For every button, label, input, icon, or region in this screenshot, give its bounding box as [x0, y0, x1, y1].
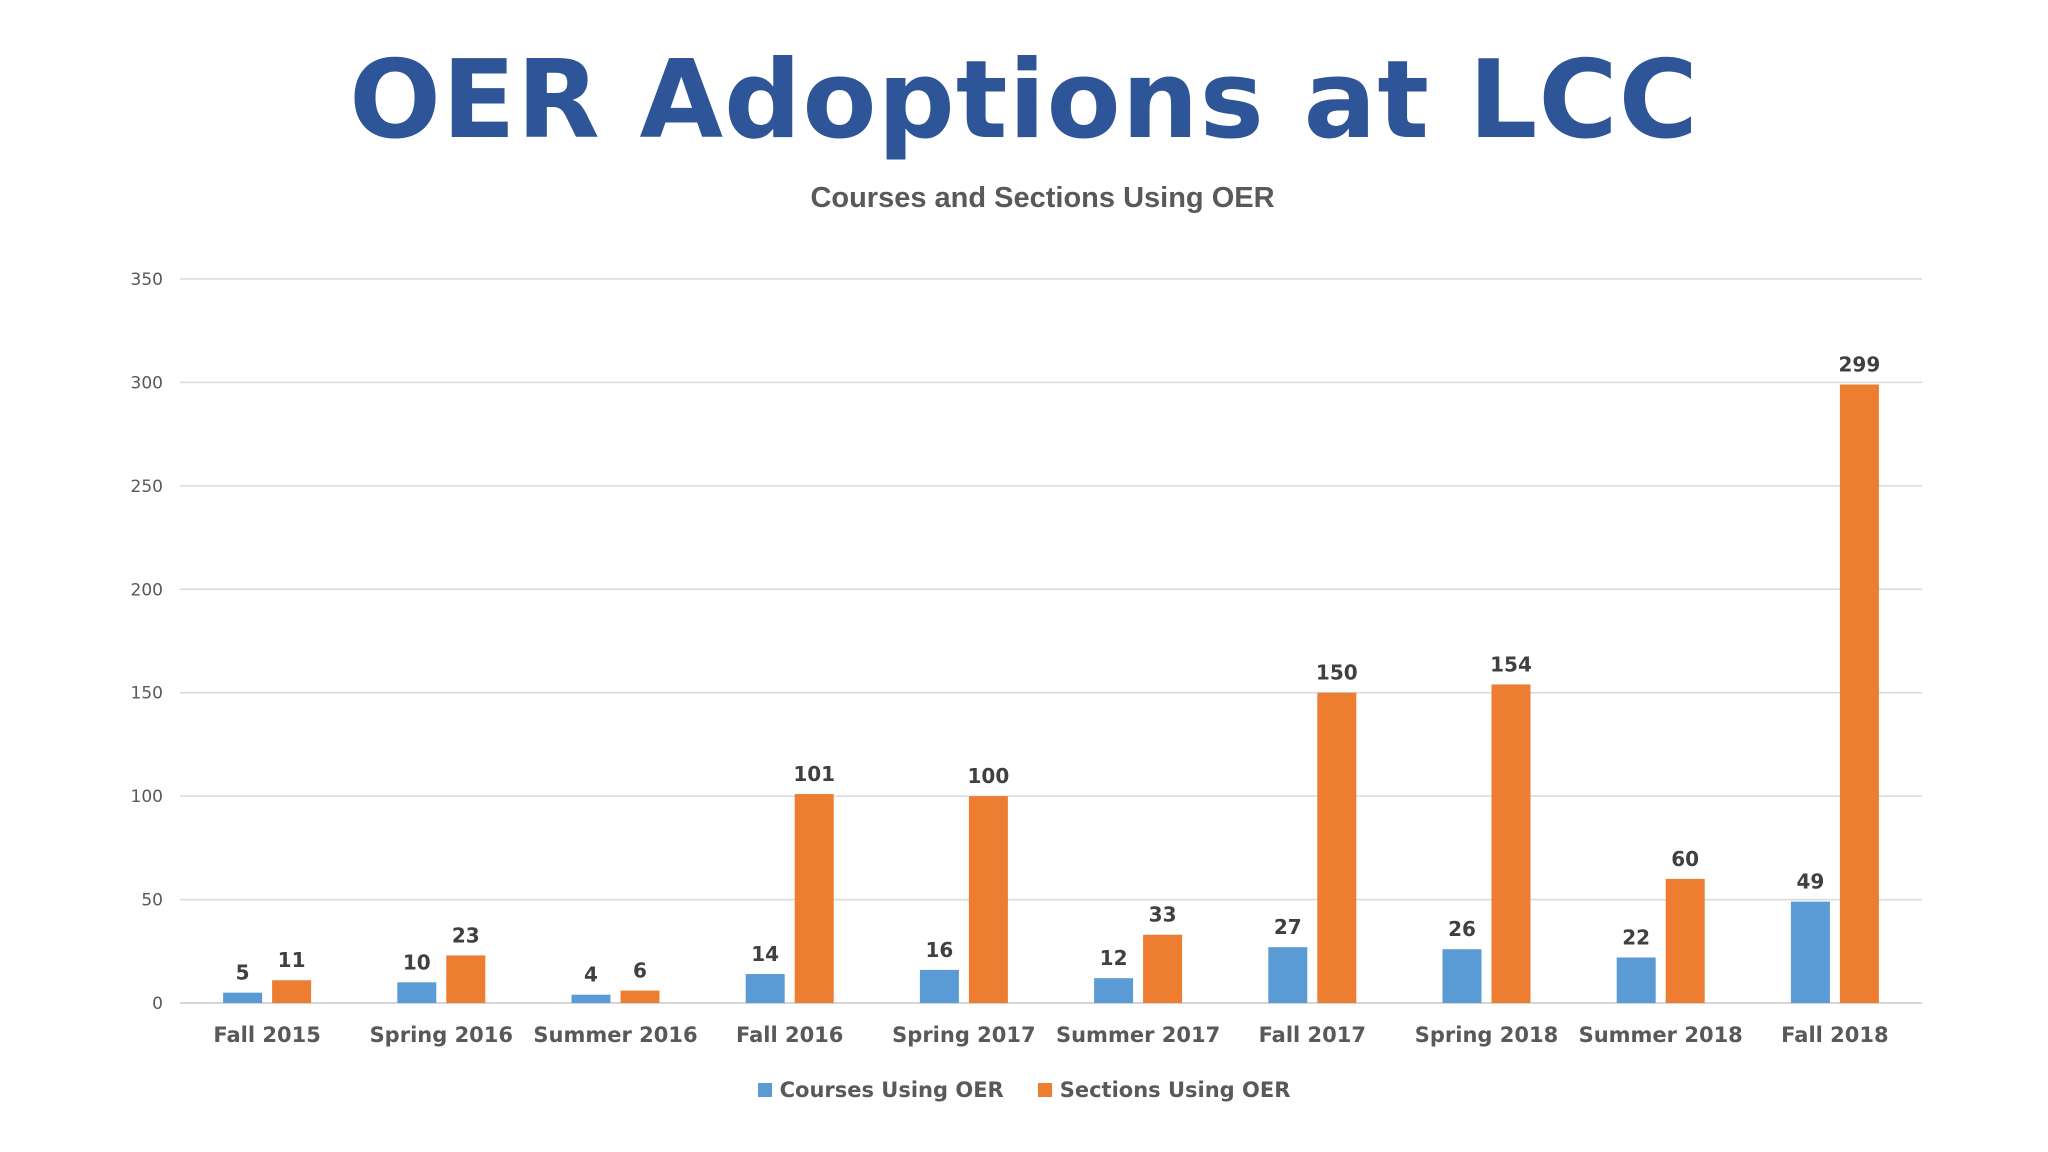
data-label: 5 — [236, 961, 250, 985]
y-tick-label: 0 — [152, 994, 163, 1014]
x-tick-label: Fall 2018 — [1781, 1023, 1888, 1047]
bar-courses — [1442, 949, 1482, 1003]
y-tick-label: 300 — [131, 373, 163, 393]
x-tick-label: Fall 2016 — [736, 1023, 843, 1047]
bar-sections — [968, 796, 1008, 1003]
y-tick-label: 250 — [131, 477, 163, 497]
legend-item-courses: Courses Using OER — [757, 1078, 1004, 1102]
bar-sections — [1491, 684, 1531, 1003]
x-tick-label: Spring 2016 — [370, 1023, 513, 1047]
legend-label-sections: Sections Using OER — [1059, 1078, 1291, 1102]
bar-courses — [1790, 901, 1830, 1003]
data-label: 10 — [403, 950, 431, 974]
bar-courses — [1094, 978, 1134, 1003]
bar-sections — [794, 794, 834, 1003]
data-label: 60 — [1671, 847, 1699, 871]
data-label: 22 — [1622, 925, 1650, 949]
y-tick-label: 150 — [131, 684, 163, 704]
x-tick-label: Fall 2017 — [1259, 1023, 1366, 1047]
data-label: 27 — [1274, 915, 1302, 939]
data-label: 26 — [1448, 917, 1476, 941]
data-label: 33 — [1149, 903, 1177, 927]
data-label: 11 — [278, 948, 306, 972]
bar-courses — [919, 969, 959, 1003]
bar-courses — [745, 974, 785, 1003]
data-label: 14 — [751, 942, 779, 966]
chart-title: Courses and Sections Using OER — [810, 182, 1275, 214]
bar-courses — [223, 992, 263, 1003]
bar-sections — [1143, 934, 1183, 1003]
legend-item-sections: Sections Using OER — [1037, 1078, 1291, 1102]
bar-sections — [1317, 692, 1357, 1003]
bar-courses — [397, 982, 437, 1003]
x-tick-label: Fall 2015 — [213, 1023, 320, 1047]
bar-sections — [620, 990, 660, 1003]
bar-sections — [446, 955, 486, 1003]
data-label: 154 — [1490, 652, 1532, 676]
data-label: 23 — [452, 923, 480, 947]
bar-sections — [1839, 384, 1879, 1003]
y-tick-label: 100 — [131, 787, 163, 807]
data-label: 4 — [584, 963, 598, 987]
y-tick-label: 200 — [131, 580, 163, 600]
data-label: 6 — [633, 959, 647, 983]
bar-courses — [1268, 947, 1308, 1003]
x-tick-label: Summer 2017 — [1056, 1023, 1220, 1047]
y-tick-label: 350 — [131, 270, 163, 290]
slide-title: OER Adoptions at LCC — [349, 38, 1699, 163]
legend-label-courses: Courses Using OER — [779, 1078, 1004, 1102]
data-label: 12 — [1100, 946, 1128, 970]
bar-sections — [272, 980, 312, 1003]
x-tick-label: Summer 2016 — [533, 1023, 697, 1047]
x-tick-label: Summer 2018 — [1579, 1023, 1743, 1047]
data-label: 101 — [793, 762, 835, 786]
data-label: 299 — [1839, 352, 1881, 376]
data-label: 16 — [925, 938, 953, 962]
bar-sections — [1665, 878, 1705, 1003]
x-tick-label: Spring 2017 — [892, 1023, 1035, 1047]
data-label: 150 — [1316, 661, 1358, 685]
y-tick-label: 50 — [141, 891, 163, 911]
legend-swatch-courses — [757, 1083, 772, 1097]
data-label: 100 — [968, 764, 1010, 788]
chart-legend: Courses Using OER Sections Using OER — [0, 1078, 2048, 1102]
bar-courses — [1616, 957, 1656, 1003]
x-tick-label: Spring 2018 — [1415, 1023, 1558, 1047]
legend-swatch-sections — [1037, 1083, 1052, 1097]
data-label: 49 — [1796, 870, 1824, 894]
bar-courses — [571, 994, 611, 1003]
